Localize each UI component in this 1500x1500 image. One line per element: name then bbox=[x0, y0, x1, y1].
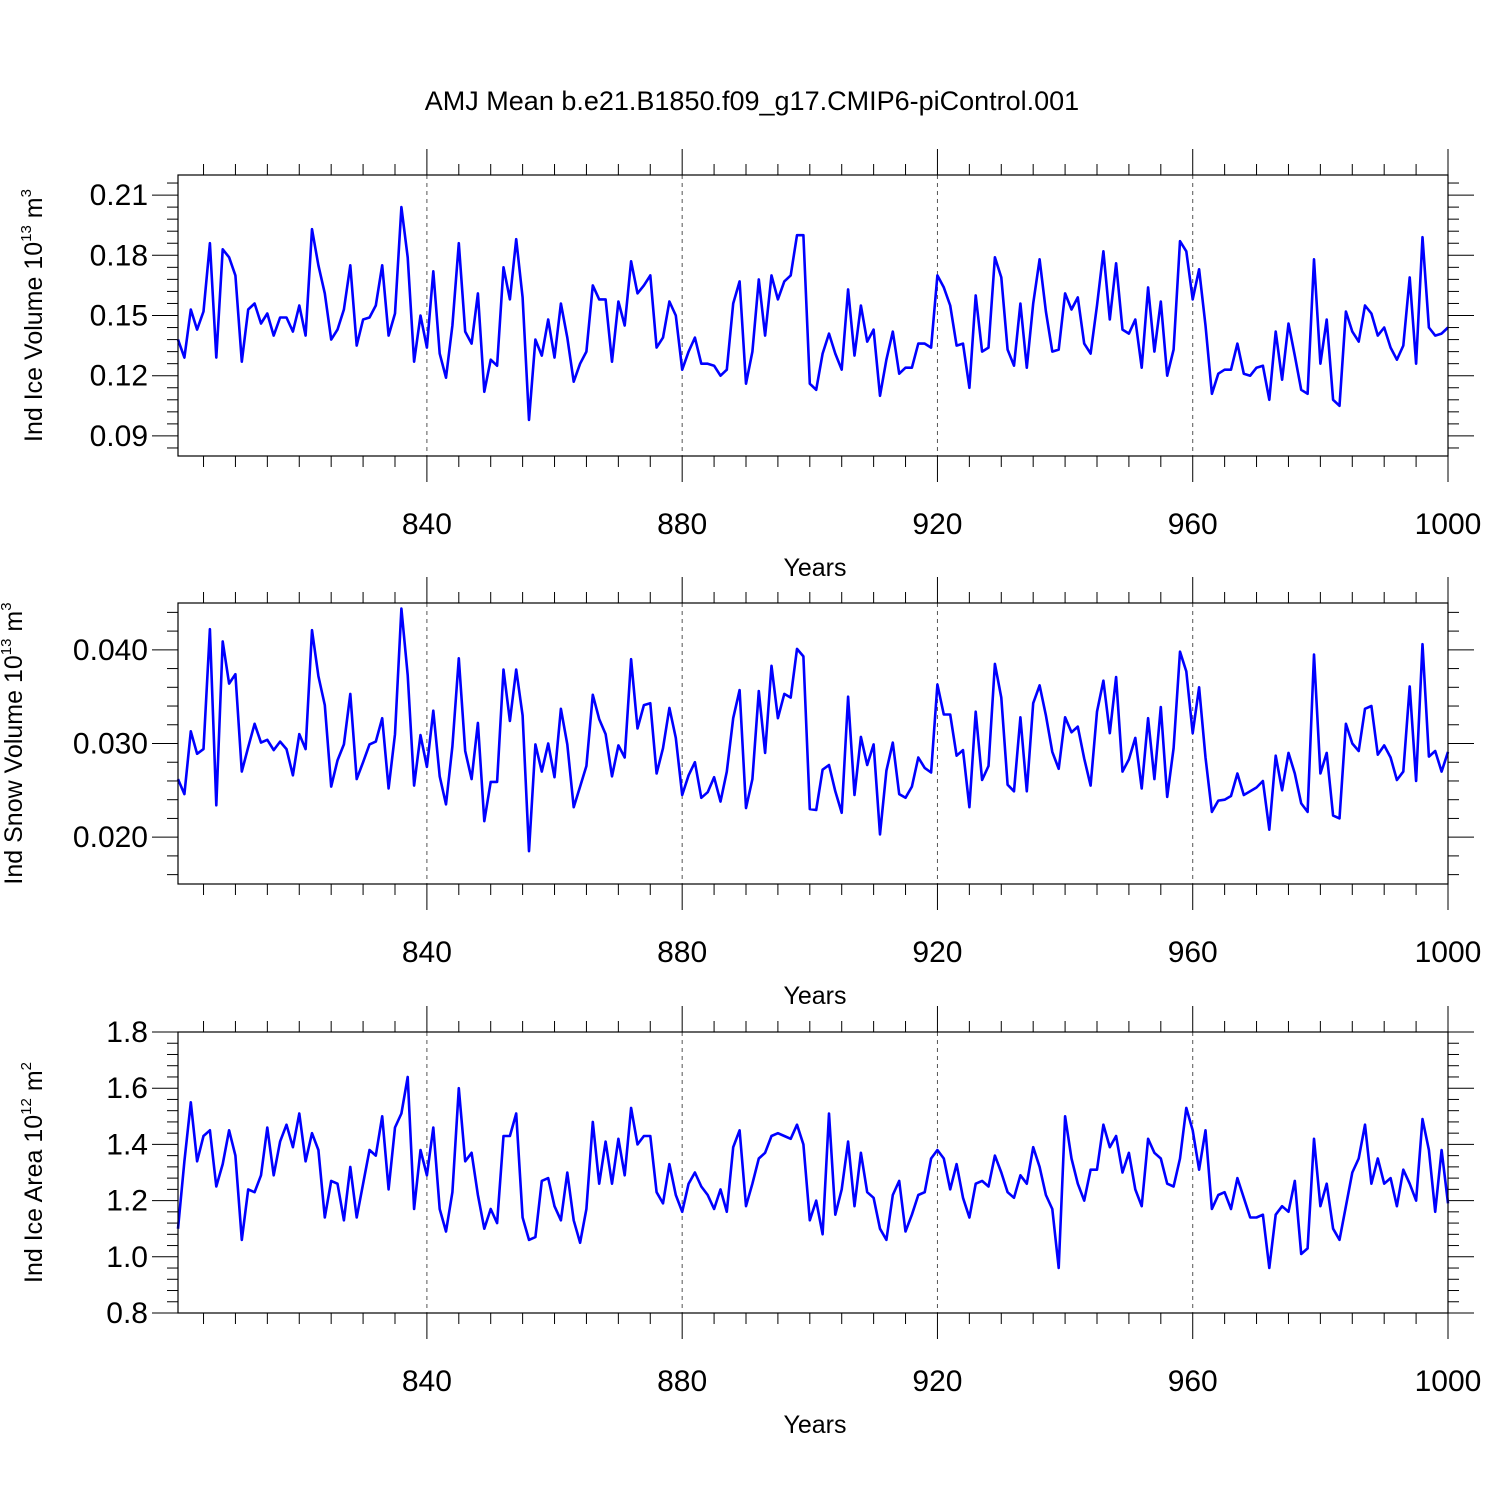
y-tick-label: 0.12 bbox=[90, 360, 148, 393]
panel-1: 0.09 0.12 0.15 0.18 0.21 840 880 920 960 1000 Year… bbox=[18, 149, 1481, 582]
x-tick-label: 960 bbox=[1168, 508, 1218, 541]
series-line-3 bbox=[176, 1075, 1450, 1270]
y-tick-label: 0.21 bbox=[90, 179, 148, 212]
x-tick-label: 1000 bbox=[1415, 1365, 1482, 1398]
plot-frame bbox=[177, 1031, 1449, 1314]
y-tick-label: 0.020 bbox=[73, 821, 148, 854]
x-tick-label: 840 bbox=[402, 508, 452, 541]
y-tick-label: 0.09 bbox=[90, 420, 148, 453]
chart-title: AMJ Mean b.e21.B1850.f09_g17.CMIP6-piCon… bbox=[425, 86, 1079, 116]
x-axis-title: Years bbox=[783, 1411, 846, 1439]
x-tick-label: 840 bbox=[402, 1365, 452, 1398]
series-line-2 bbox=[176, 607, 1450, 853]
y-tick-label: 0.18 bbox=[90, 239, 148, 272]
y-axis-title: Ind Ice Volume 1013 m3 bbox=[18, 189, 48, 442]
x-axis-title: Years bbox=[783, 982, 846, 1010]
y-axis-title: Ind Snow Volume 1013 m3 bbox=[0, 602, 28, 884]
x-tick-label: 920 bbox=[912, 508, 962, 541]
y-axis-title: Ind Ice Area 1012 m2 bbox=[18, 1062, 48, 1283]
x-tick-label: 880 bbox=[657, 508, 707, 541]
plot-frame bbox=[177, 602, 1449, 885]
y-tick-label: 0.040 bbox=[73, 634, 148, 667]
x-tick-label: 960 bbox=[1168, 1365, 1218, 1398]
y-tick-label: 1.4 bbox=[106, 1128, 148, 1161]
y-tick-label: 0.030 bbox=[73, 728, 148, 761]
plot-frame bbox=[177, 174, 1449, 457]
x-tick-label: 1000 bbox=[1415, 936, 1482, 969]
y-tick-label: 0.15 bbox=[90, 300, 148, 333]
y-tick-label: 0.8 bbox=[106, 1297, 148, 1330]
series-line-1 bbox=[176, 205, 1449, 422]
y-tick-label: 1.2 bbox=[106, 1185, 148, 1218]
y-tick-label: 1.6 bbox=[106, 1072, 148, 1105]
panels: 0.09 0.12 0.15 0.18 0.21 840 880 920 960 1000 Year… bbox=[0, 149, 1481, 1439]
x-tick-label: 920 bbox=[912, 1365, 962, 1398]
x-tick-label: 1000 bbox=[1415, 508, 1482, 541]
x-tick-label: 920 bbox=[912, 936, 962, 969]
x-tick-label: 960 bbox=[1168, 936, 1218, 969]
x-tick-label: 840 bbox=[402, 936, 452, 969]
panel-2: 0.020 0.030 0.040 840 880 920 960 1000 Years Ind … bbox=[0, 577, 1481, 1010]
y-tick-label: 1.0 bbox=[106, 1241, 148, 1274]
y-tick-label: 1.8 bbox=[106, 1016, 148, 1049]
x-tick-label: 880 bbox=[657, 936, 707, 969]
x-tick-label: 880 bbox=[657, 1365, 707, 1398]
panel-3: 0.8 1.0 1.2 1.4 1.6 1.8 840 880 920 960 1000 Years I… bbox=[18, 1006, 1481, 1439]
x-axis-title: Years bbox=[783, 554, 846, 582]
